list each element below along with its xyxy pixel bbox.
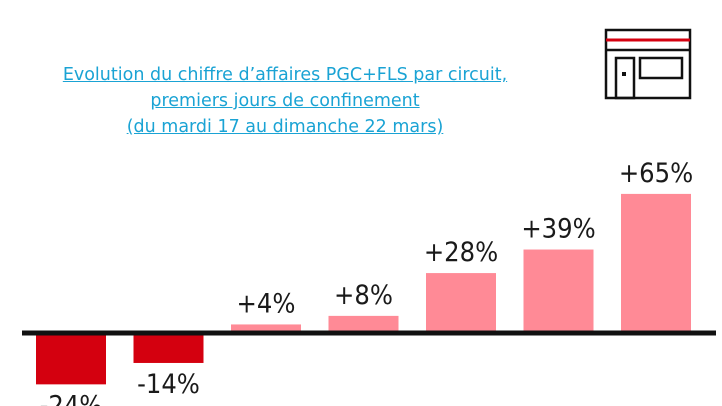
value-label-4: +8% [334, 280, 393, 311]
chart-title: Evolution du chiffre d’affaires PGC+FLS … [20, 62, 550, 140]
bar-7 [621, 193, 691, 333]
bar-5 [426, 273, 496, 333]
value-label-6: +39% [521, 214, 595, 245]
bar-1 [36, 333, 106, 385]
bar-3 [231, 324, 301, 333]
bar-6 [523, 249, 594, 333]
value-label-2: -14% [137, 369, 200, 400]
value-label-5: +28% [424, 237, 498, 268]
bar-4 [328, 315, 399, 333]
bars-layer [36, 193, 691, 385]
value-label-3: +4% [237, 288, 296, 319]
labels-layer: -24% -14% +4% +8% +28% +39% +65% [40, 158, 694, 406]
bar-2 [133, 333, 204, 363]
chart-title-line-1: Evolution du chiffre d’affaires PGC+FLS … [62, 65, 508, 85]
chart-title-line-3: (du mardi 17 au dimanche 22 mars) [126, 117, 444, 137]
store-icon [604, 28, 692, 100]
value-label-1: -24% [40, 390, 103, 406]
chart-title-line-2: premiers jours de confinement [150, 91, 420, 111]
value-label-7: +65% [619, 158, 693, 189]
